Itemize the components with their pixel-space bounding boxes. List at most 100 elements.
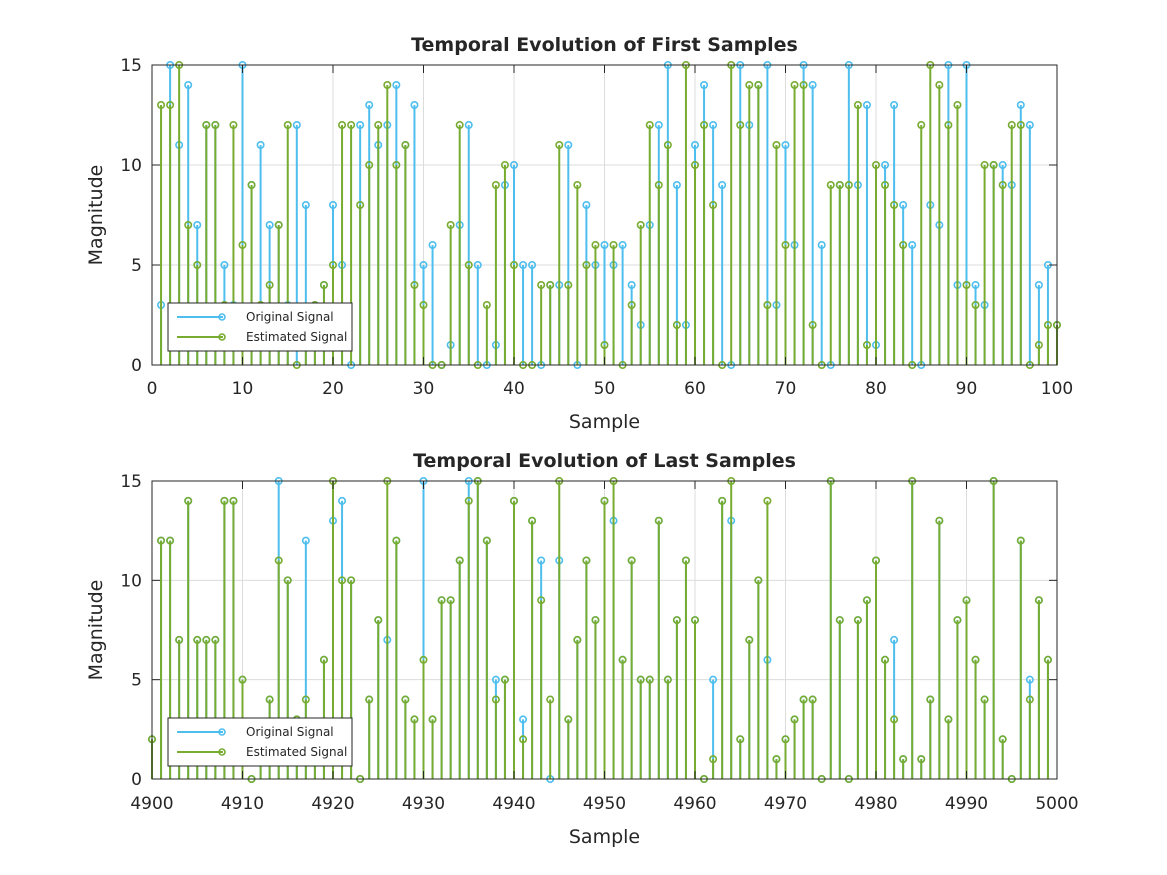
stem-marker xyxy=(1043,320,1052,329)
stem-marker xyxy=(401,695,410,704)
stem-marker xyxy=(709,675,718,684)
stem-marker xyxy=(618,655,627,664)
legend-box xyxy=(167,717,353,767)
stem-marker xyxy=(193,221,202,230)
y-tick-label: 0 xyxy=(131,356,142,376)
stem-marker xyxy=(645,675,654,684)
stem-marker xyxy=(256,141,265,150)
stem-marker xyxy=(881,655,890,664)
stem-marker xyxy=(718,181,727,190)
stem-marker xyxy=(500,161,509,170)
subplot-1: 0 10 20 30 40 50 60 70 80 90 100 0 5 10 15 Temporal Evo… xyxy=(85,34,1073,433)
stem-marker xyxy=(627,300,636,309)
stem-marker xyxy=(238,241,247,250)
stem-marker xyxy=(229,121,238,130)
stem-marker xyxy=(265,221,274,230)
stem-marker xyxy=(844,181,853,190)
stem-marker xyxy=(636,675,645,684)
stem-marker xyxy=(537,556,546,565)
stem-marker xyxy=(1025,675,1034,684)
stem-marker xyxy=(184,496,193,505)
stem-marker xyxy=(509,496,518,505)
stem-marker xyxy=(700,121,709,130)
stem-marker xyxy=(473,260,482,269)
x-tick-label: 90 xyxy=(956,379,978,399)
stem-marker xyxy=(871,161,880,170)
stem-marker xyxy=(1043,655,1052,664)
y-tick-label: 15 xyxy=(120,472,142,492)
stem-marker xyxy=(1007,121,1016,130)
stem-marker xyxy=(672,320,681,329)
stem-marker xyxy=(509,161,518,170)
stem-marker xyxy=(265,280,274,289)
stem-marker xyxy=(500,675,509,684)
legend-swatch-marker xyxy=(218,748,226,756)
stem-marker xyxy=(455,121,464,130)
stem-marker xyxy=(645,121,654,130)
stem-marker xyxy=(247,181,256,190)
stem-marker xyxy=(672,181,681,190)
legend-swatch-marker xyxy=(218,313,226,321)
stem-marker xyxy=(663,141,672,150)
stem-marker xyxy=(654,121,663,130)
stem-marker xyxy=(365,161,374,170)
stem-marker xyxy=(890,101,899,110)
stem-marker xyxy=(781,735,790,744)
x-tick-label: 60 xyxy=(684,379,706,399)
x-tick-label: 4960 xyxy=(673,794,716,814)
stem-marker xyxy=(573,181,582,190)
legend-label: Estimated Signal xyxy=(246,330,347,344)
stem-marker xyxy=(718,496,727,505)
stem-marker xyxy=(166,101,175,110)
chart-title: Temporal Evolution of Last Samples xyxy=(413,450,796,472)
stem-marker xyxy=(374,121,383,130)
y-tick-label: 10 xyxy=(120,571,142,591)
stem-marker xyxy=(464,260,473,269)
stem-marker xyxy=(157,101,166,110)
stem-marker xyxy=(274,221,283,230)
stem-marker xyxy=(763,300,772,309)
stem-marker xyxy=(971,300,980,309)
x-tick-label: 70 xyxy=(775,379,797,399)
stem-marker xyxy=(853,616,862,625)
stem-marker xyxy=(790,81,799,90)
stem-marker xyxy=(808,695,817,704)
stem-marker xyxy=(899,241,908,250)
stem-marker xyxy=(184,221,193,230)
x-tick-label: 4950 xyxy=(583,794,626,814)
stem-marker xyxy=(301,695,310,704)
stem-marker xyxy=(881,161,890,170)
chart-title: Temporal Evolution of First Samples xyxy=(411,34,798,56)
stem-marker xyxy=(482,536,491,545)
stem-marker xyxy=(202,635,211,644)
stem-marker xyxy=(193,635,202,644)
x-tick-label: 4900 xyxy=(130,794,173,814)
stem-marker xyxy=(790,715,799,724)
stem-marker xyxy=(157,536,166,545)
stem-marker xyxy=(709,201,718,210)
stem-marker xyxy=(1016,536,1025,545)
stem-marker xyxy=(754,576,763,585)
legend: Original Signal Estimated Signal xyxy=(167,302,353,352)
x-tick-label: 4940 xyxy=(492,794,535,814)
stem-marker xyxy=(392,536,401,545)
x-tick-label: 40 xyxy=(503,379,525,399)
stem-marker xyxy=(410,715,419,724)
stem-marker xyxy=(546,695,555,704)
stem-marker xyxy=(663,675,672,684)
stem-marker xyxy=(301,536,310,545)
stem-marker xyxy=(835,181,844,190)
stem-marker xyxy=(636,221,645,230)
legend-label: Original Signal xyxy=(246,310,334,324)
stem-marker xyxy=(455,556,464,565)
x-axis-label: Sample xyxy=(569,411,640,433)
stem-marker xyxy=(781,141,790,150)
stem-marker xyxy=(1034,596,1043,605)
stem-marker xyxy=(537,596,546,605)
stem-marker xyxy=(709,121,718,130)
stem-marker xyxy=(211,635,220,644)
stem-marker xyxy=(491,181,500,190)
stem-marker xyxy=(971,655,980,664)
stem-marker xyxy=(383,81,392,90)
